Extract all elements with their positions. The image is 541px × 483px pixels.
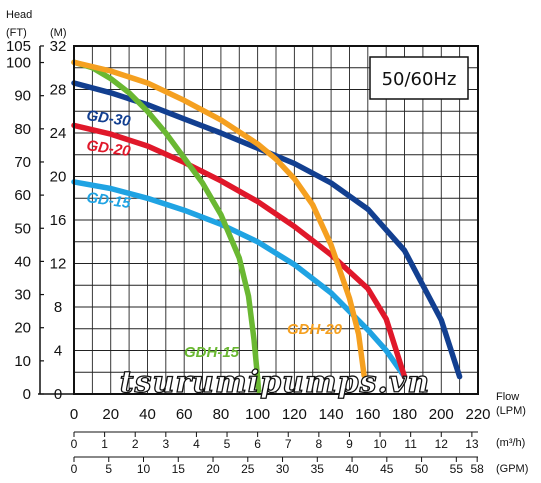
gpm-tick-label: 35	[311, 462, 325, 476]
gpm-tick-label: 55	[450, 462, 464, 476]
series-label-gd-15: GD-15	[85, 189, 132, 212]
watermark-text: tsurumipumps.vn	[120, 365, 430, 400]
lpm-tick-label: 60	[176, 406, 193, 423]
lpm-tick-label: 80	[213, 406, 230, 423]
m3h-tick-label: 7	[285, 437, 292, 451]
meter-tick-label: 12	[50, 256, 67, 273]
meter-tick-label: 16	[50, 212, 67, 229]
gpm-tick-label: 30	[276, 462, 290, 476]
feet-tick-label: 30	[14, 287, 31, 304]
frequency-badge: 50/60Hz	[369, 56, 469, 100]
feet-tick-label: 105	[6, 38, 31, 55]
chart-axes: 0102030405060708090100105048121620242832…	[6, 38, 491, 476]
lpm-tick-label: 160	[355, 406, 380, 423]
gpm-tick-label: 25	[241, 462, 255, 476]
lpm-tick-label: 140	[319, 406, 344, 423]
series-label-gdh-20: GDH-20	[287, 321, 343, 338]
meter-tick-label: 28	[50, 82, 67, 99]
feet-tick-label: 90	[14, 88, 31, 105]
curve-gdh-15	[71, 59, 262, 394]
gpm-tick-label: 0	[71, 462, 78, 476]
lpm-tick-label: 100	[245, 406, 270, 423]
series-label-gd-20: GD-20	[85, 137, 132, 160]
lpm-tick-label: 120	[282, 406, 307, 423]
performance-curves	[71, 59, 463, 394]
feet-tick-label: 10	[14, 353, 31, 370]
lpm-tick-label: 220	[465, 406, 490, 423]
gpm-tick-label: 5	[105, 462, 112, 476]
lpm-tick-label: 200	[429, 406, 454, 423]
feet-tick-label: 20	[14, 320, 31, 337]
meter-tick-label: 32	[50, 38, 67, 55]
m3h-tick-label: 4	[193, 437, 200, 451]
gpm-tick-label: 40	[345, 462, 359, 476]
y-right-unit: (M)	[50, 27, 67, 39]
m3h-tick-label: 6	[254, 437, 261, 451]
meter-tick-label: 8	[54, 299, 62, 316]
meter-tick-label: 4	[54, 343, 62, 360]
curve-gd-15	[71, 179, 408, 380]
m3h-tick-label: 1	[101, 437, 108, 451]
frequency-badge-text: 50/60Hz	[382, 69, 457, 90]
curve-gdh-20	[71, 59, 367, 379]
m3h-tick-label: 9	[346, 437, 353, 451]
gpm-tick-label: 45	[380, 462, 394, 476]
x-unit-m3h: (m³/h)	[496, 437, 525, 449]
chart-grid	[74, 46, 478, 394]
m3h-tick-label: 12	[435, 437, 449, 451]
feet-tick-label: 40	[14, 253, 31, 270]
m3h-tick-label: 10	[373, 437, 387, 451]
m3h-tick-label: 13	[465, 437, 479, 451]
y-axis-title: Head	[6, 9, 32, 21]
feet-tick-label: 60	[14, 187, 31, 204]
meter-tick-label: 24	[50, 125, 67, 142]
lpm-tick-label: 0	[70, 406, 78, 423]
curve-gd-30	[71, 80, 463, 380]
frequency-badge-box	[369, 56, 469, 100]
x-unit-lpm: (LPM)	[496, 405, 526, 417]
series-label-gdh-15: GDH-15	[184, 344, 240, 361]
x-axis-title: Flow	[496, 391, 519, 403]
gpm-tick-label: 58	[471, 462, 485, 476]
series-labels: GD-15 GD-20 GD-30 GDH-15 GDH-20	[85, 107, 342, 361]
m3h-tick-label: 5	[224, 437, 231, 451]
curve-gd-20	[71, 122, 408, 380]
feet-tick-label: 80	[14, 121, 31, 138]
series-label-gd-30: GD-30	[85, 107, 132, 130]
gpm-tick-label: 15	[172, 462, 186, 476]
m3h-tick-label: 11	[404, 437, 417, 451]
feet-tick-label: 0	[23, 386, 31, 403]
m3h-tick-label: 0	[71, 437, 78, 451]
m3h-tick-label: 3	[162, 437, 169, 451]
m3h-tick-label: 8	[316, 437, 323, 451]
plot-border	[73, 45, 479, 395]
lpm-tick-label: 180	[392, 406, 417, 423]
lpm-tick-label: 20	[102, 406, 119, 423]
feet-tick-label: 70	[14, 154, 31, 171]
feet-tick-label: 100	[6, 55, 31, 72]
y-left-unit: (FT)	[6, 27, 27, 39]
meter-tick-label: 0	[54, 386, 62, 403]
x-unit-gpm: (GPM)	[496, 463, 528, 475]
gpm-tick-label: 20	[206, 462, 220, 476]
m3h-tick-label: 2	[132, 437, 139, 451]
meter-tick-label: 20	[50, 169, 67, 186]
feet-tick-label: 50	[14, 220, 31, 237]
gpm-tick-label: 50	[415, 462, 429, 476]
gpm-tick-label: 10	[137, 462, 151, 476]
lpm-tick-label: 40	[139, 406, 156, 423]
